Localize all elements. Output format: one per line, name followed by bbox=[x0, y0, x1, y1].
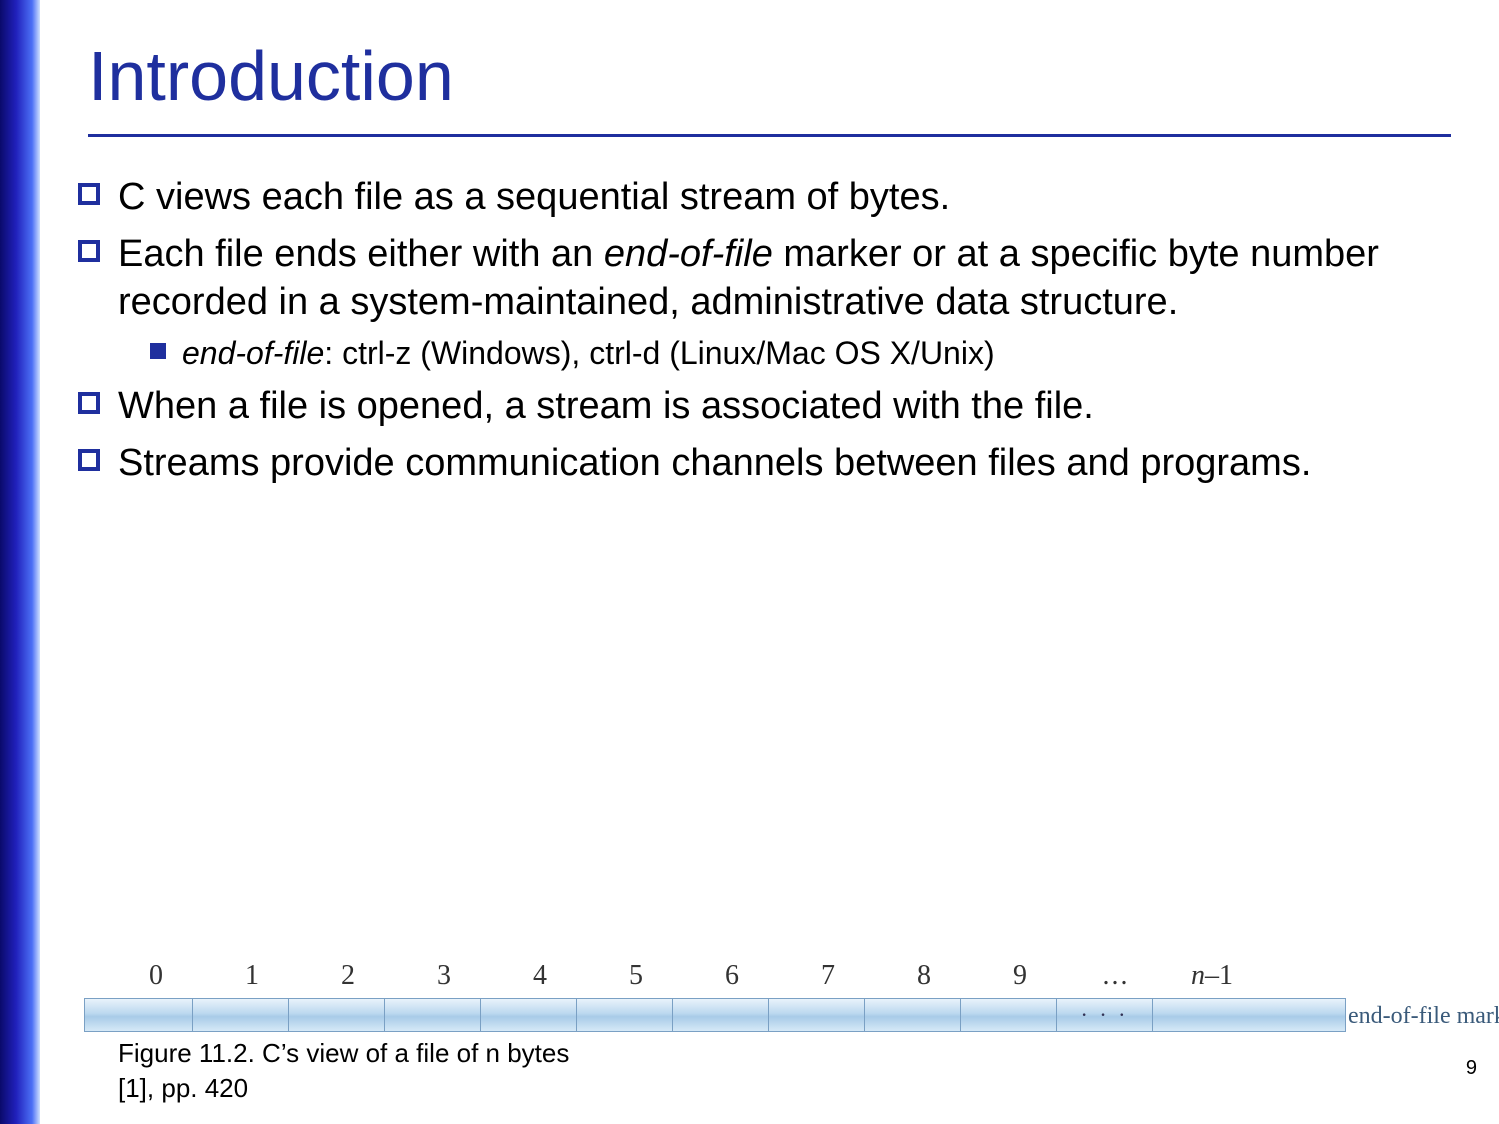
byte-cell bbox=[577, 999, 673, 1031]
bullet-text: C views each file as a sequential stream… bbox=[118, 173, 950, 222]
byte-index-label: 5 bbox=[588, 960, 684, 992]
eof-marker-label: end-of-file marker bbox=[1348, 1003, 1499, 1030]
page-number: 9 bbox=[1466, 1057, 1477, 1080]
bullet-text: Each file ends either with an end-of-fil… bbox=[118, 230, 1461, 327]
byte-cell bbox=[769, 999, 865, 1031]
byte-cell bbox=[673, 999, 769, 1031]
bullet-level-2: end-of-file: ctrl-z (Windows), ctrl-d (L… bbox=[150, 333, 1461, 375]
caption-line-2: [1], pp. 420 bbox=[118, 1073, 248, 1103]
hollow-square-icon bbox=[78, 240, 100, 262]
byte-cell bbox=[1153, 999, 1253, 1031]
byte-index-label: 3 bbox=[396, 960, 492, 992]
hollow-square-icon bbox=[78, 392, 100, 414]
ellipsis-icon: · · · bbox=[1081, 1002, 1129, 1028]
bullet-level-1: When a file is opened, a stream is assoc… bbox=[78, 382, 1461, 431]
title-underline bbox=[88, 134, 1451, 137]
caption-line-1: Figure 11.2. C’s view of a file of n byt… bbox=[118, 1038, 569, 1068]
byte-index-label: 2 bbox=[300, 960, 396, 992]
byte-cell bbox=[85, 999, 193, 1031]
byte-cell bbox=[385, 999, 481, 1031]
slide-title: Introduction bbox=[40, 0, 1499, 126]
byte-index-label: 4 bbox=[492, 960, 588, 992]
byte-stream-figure: 0123456789...n–1 · · · end-of-file marke… bbox=[80, 960, 1499, 1032]
figure-caption: Figure 11.2. C’s view of a file of n byt… bbox=[118, 1036, 569, 1106]
byte-index-label: ... bbox=[1068, 960, 1164, 992]
hollow-square-icon bbox=[78, 449, 100, 471]
byte-index-label: 7 bbox=[780, 960, 876, 992]
bullet-level-1: Each file ends either with an end-of-fil… bbox=[78, 230, 1461, 327]
byte-cell bbox=[289, 999, 385, 1031]
byte-index-labels: 0123456789...n–1 bbox=[80, 960, 1499, 992]
byte-cell bbox=[961, 999, 1057, 1031]
bullet-level-1: C views each file as a sequential stream… bbox=[78, 173, 1461, 222]
byte-cell: · · · bbox=[1057, 999, 1153, 1031]
byte-cell bbox=[481, 999, 577, 1031]
byte-index-label: 8 bbox=[876, 960, 972, 992]
bullet-text: Streams provide communication channels b… bbox=[118, 439, 1311, 488]
byte-index-label: 9 bbox=[972, 960, 1068, 992]
byte-cell bbox=[193, 999, 289, 1031]
byte-index-label: 1 bbox=[204, 960, 300, 992]
bullet-list: C views each file as a sequential stream… bbox=[40, 155, 1499, 488]
slide-content: Introduction C views each file as a sequ… bbox=[40, 0, 1499, 1124]
byte-cell bbox=[865, 999, 961, 1031]
byte-row: · · · bbox=[84, 998, 1346, 1032]
hollow-square-icon bbox=[78, 183, 100, 205]
byte-index-label: 0 bbox=[108, 960, 204, 992]
bullet-level-1: Streams provide communication channels b… bbox=[78, 439, 1461, 488]
slide-side-bar bbox=[0, 0, 40, 1124]
byte-index-label: n–1 bbox=[1164, 960, 1260, 992]
byte-index-label: 6 bbox=[684, 960, 780, 992]
bullet-text: end-of-file: ctrl-z (Windows), ctrl-d (L… bbox=[182, 333, 995, 375]
bullet-text: When a file is opened, a stream is assoc… bbox=[118, 382, 1094, 431]
filled-square-icon bbox=[150, 343, 166, 359]
